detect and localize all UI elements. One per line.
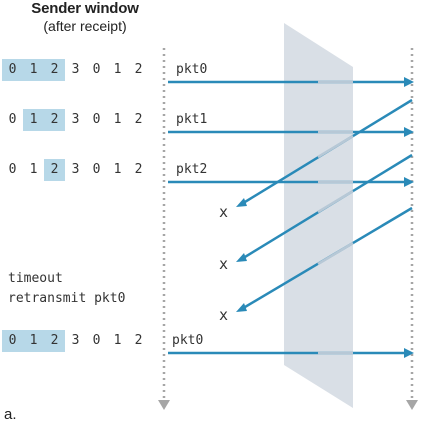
sender-window-subtitle: (after receipt)	[43, 18, 127, 34]
seq-cell: 0	[92, 62, 101, 77]
packet-label-pkt0: pkt0	[176, 62, 208, 77]
seq-cell: 1	[113, 333, 122, 348]
seq-cell: 0	[8, 112, 17, 127]
packet-arrows	[168, 77, 414, 358]
seq-cell: 2	[134, 112, 143, 127]
seq-cell: 3	[71, 62, 80, 77]
packet-label-pkt2: pkt2	[176, 162, 208, 177]
seq-cell: 0	[8, 162, 17, 177]
lost-marker: x	[219, 255, 228, 273]
network-channel	[284, 23, 353, 408]
sender-timeline-arrow	[158, 400, 170, 410]
lost-marker: x	[219, 306, 228, 324]
seq-cell: 1	[23, 59, 44, 81]
seq-cell: 0	[92, 333, 101, 348]
seq-cell: 1	[113, 162, 122, 177]
seq-cell: 0	[2, 59, 23, 81]
seq-cell: 1	[29, 162, 38, 177]
seq-cell: 2	[44, 59, 65, 81]
seq-cell: 1	[113, 62, 122, 77]
seq-cell: 0	[92, 162, 101, 177]
lost-marker: x	[219, 203, 228, 221]
seq-cell: 2	[134, 333, 143, 348]
packet-label-pkt1: pkt1	[176, 112, 208, 127]
seq-cell: 3	[71, 333, 80, 348]
seq-cell: 3	[71, 112, 80, 127]
seq-cell: 1	[23, 109, 44, 131]
retransmit-label: retransmit pkt0	[8, 291, 126, 306]
receiver-timeline-arrow	[406, 400, 418, 410]
seq-cell: 1	[113, 112, 122, 127]
timeout-label: timeout	[8, 271, 63, 286]
seq-cell: 3	[71, 162, 80, 177]
packet-label-pkt0-retransmit: pkt0	[172, 333, 204, 348]
seq-cell: 2	[44, 330, 65, 352]
seq-cell: 2	[44, 159, 65, 181]
seq-cell: 2	[134, 62, 143, 77]
sender-window-title: Sender window	[31, 0, 139, 17]
seq-cell: 2	[134, 162, 143, 177]
ack-arrows	[236, 98, 413, 312]
seq-cell: 1	[23, 330, 44, 352]
seq-cell: 0	[92, 112, 101, 127]
seq-cell: 0	[2, 330, 23, 352]
seq-cell: 2	[44, 109, 65, 131]
panel-label: a.	[4, 406, 17, 423]
